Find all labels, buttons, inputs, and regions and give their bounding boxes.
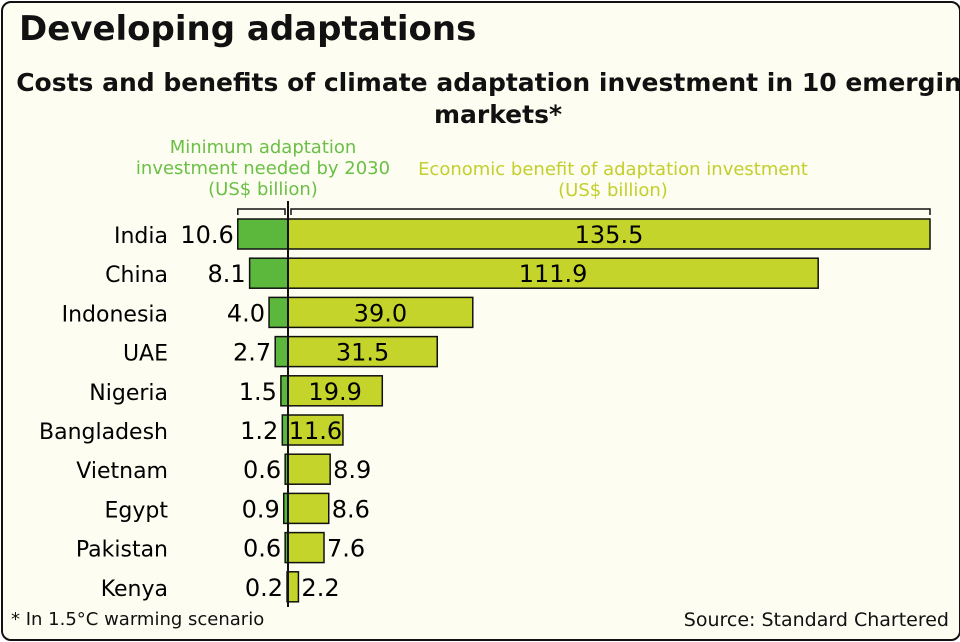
category-label: UAE <box>123 342 168 367</box>
value-label-investment: 0.6 <box>243 535 281 563</box>
value-label-benefit: 31.5 <box>336 339 389 367</box>
category-label: Vietnam <box>76 459 168 484</box>
bar-investment <box>274 335 289 368</box>
category-label: India <box>114 224 168 249</box>
bar-benefit <box>287 453 331 485</box>
bar-benefit <box>287 571 300 603</box>
category-label: China <box>105 263 168 288</box>
value-label-benefit: 39.0 <box>354 299 407 327</box>
chart-title: Costs and benefits of climate adaptation… <box>16 68 960 129</box>
value-label-benefit: 11.6 <box>289 417 342 445</box>
category-label: Indonesia <box>62 302 168 327</box>
bracket-benefit <box>290 208 931 215</box>
bar-investment <box>280 375 289 407</box>
value-label-benefit: 2.2 <box>301 574 339 602</box>
footnote: * In 1.5°C warming scenario <box>11 609 265 630</box>
value-label-investment: 0.2 <box>245 574 283 602</box>
value-label-benefit: 8.6 <box>332 495 370 523</box>
bar-investment <box>237 218 289 250</box>
bar-benefit <box>287 296 474 329</box>
legend-investment: Minimum adaptation investment needed by … <box>135 137 391 200</box>
value-label-benefit: 7.6 <box>327 535 365 563</box>
value-label-investment: 4.0 <box>227 299 265 327</box>
plot-area: 10.6 India 135.5 8.1 China 111.9 4.0 Indonesia 3… <box>39 201 931 607</box>
category-label: Pakistan <box>76 538 168 563</box>
bar-benefit <box>287 218 931 250</box>
value-label-investment: 0.9 <box>242 495 280 523</box>
value-label-investment: 0.6 <box>243 456 281 484</box>
bar-investment <box>268 296 289 329</box>
value-label-investment: 10.6 <box>180 221 233 249</box>
value-label-investment: 2.7 <box>233 339 271 367</box>
bar-benefit <box>287 414 344 446</box>
bar-benefit <box>287 531 325 564</box>
value-label-benefit: 19.9 <box>308 378 361 406</box>
value-label-investment: 1.2 <box>240 417 278 445</box>
category-label: Bangladesh <box>39 420 168 445</box>
legend-benefit: Economic benefit of adaptation investmen… <box>418 159 808 201</box>
page-title: Developing adaptations <box>19 9 477 49</box>
value-label-investment: 8.1 <box>207 260 245 288</box>
value-label-investment: 1.5 <box>239 378 277 406</box>
bar-benefit <box>287 492 330 525</box>
bar-investment <box>248 257 289 289</box>
category-label: Egypt <box>105 498 169 523</box>
bracket-investment <box>237 208 286 215</box>
source: Source: Standard Chartered <box>683 609 949 631</box>
category-label: Kenya <box>101 577 168 602</box>
category-label: Nigeria <box>89 381 168 406</box>
value-label-benefit: 8.9 <box>333 456 371 484</box>
value-label-benefit: 135.5 <box>575 221 644 249</box>
value-label-benefit: 111.9 <box>519 260 588 288</box>
